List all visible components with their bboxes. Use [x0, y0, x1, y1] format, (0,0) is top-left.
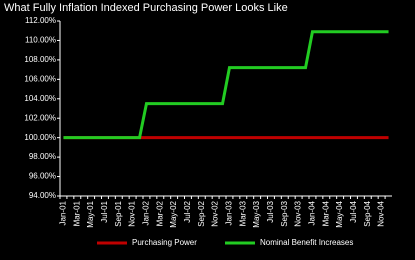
x-tick-label: Jan-01 — [59, 200, 68, 225]
x-tick-label: May-03 — [252, 200, 261, 227]
y-tick-label: 112.00% — [25, 16, 56, 25]
x-tick-label: Jul-01 — [100, 200, 109, 222]
x-tick-label: Nov-03 — [294, 200, 303, 226]
x-tick-label: Jan-03 — [225, 200, 234, 225]
y-tick-label: 94.00% — [29, 191, 56, 200]
x-tick-label: May-01 — [86, 200, 95, 227]
y-tick-label: 98.00% — [29, 152, 56, 161]
x-tick-label: Sep-03 — [280, 200, 289, 226]
x-tick-label: Mar-02 — [155, 200, 164, 226]
series-line — [63, 30, 389, 140]
y-tick-label: 106.00% — [24, 74, 56, 83]
x-tick-label: Nov-04 — [377, 200, 386, 226]
x-tick-label: Sep-02 — [197, 200, 206, 226]
x-tick-label: Nov-01 — [128, 200, 137, 226]
x-tick-label: Jan-04 — [308, 200, 317, 225]
y-tick-label: 104.00% — [24, 94, 56, 103]
x-tick-label: Mar-01 — [72, 200, 81, 226]
x-tick-label: Jul-04 — [349, 200, 358, 222]
y-tick-label: 96.00% — [29, 172, 56, 181]
chart-title: What Fully Inflation Indexed Purchasing … — [4, 2, 288, 14]
x-tick-label: Sep-01 — [114, 200, 123, 226]
y-tick-label: 102.00% — [24, 113, 56, 122]
y-tick-label: 110.00% — [25, 36, 56, 45]
x-tick-label: May-02 — [169, 200, 178, 227]
legend-label: Purchasing Power — [132, 238, 197, 247]
x-tick-label: Mar-04 — [321, 200, 330, 226]
legend-label: Nominal Benefit Increases — [260, 238, 353, 247]
x-tick-label: Nov-02 — [211, 200, 220, 226]
x-tick-label: May-04 — [335, 200, 344, 227]
y-tick-label: 108.00% — [24, 55, 56, 64]
x-tick-label: Jul-03 — [266, 200, 275, 222]
x-tick-label: Mar-03 — [238, 200, 247, 226]
x-tick-label: Sep-04 — [363, 200, 372, 226]
y-tick-label: 100.00% — [24, 133, 56, 142]
x-tick-label: Jan-02 — [142, 200, 151, 225]
x-tick-label: Jul-02 — [183, 200, 192, 222]
